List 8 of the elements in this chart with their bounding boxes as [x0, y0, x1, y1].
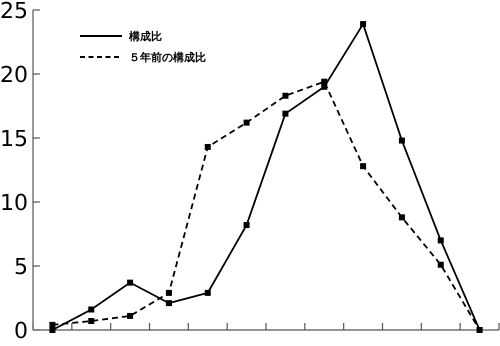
- y-tick-label: 25: [0, 0, 28, 24]
- legend-label: ５年前の構成比: [129, 51, 206, 64]
- y-tick-label: 20: [0, 63, 28, 88]
- y-tick-label: 10: [0, 191, 28, 216]
- y-tick-label: 5: [14, 255, 28, 280]
- y-tick-label: 0: [14, 319, 28, 344]
- legend-label: 構成比: [128, 30, 162, 43]
- y-tick-label: 15: [0, 127, 28, 152]
